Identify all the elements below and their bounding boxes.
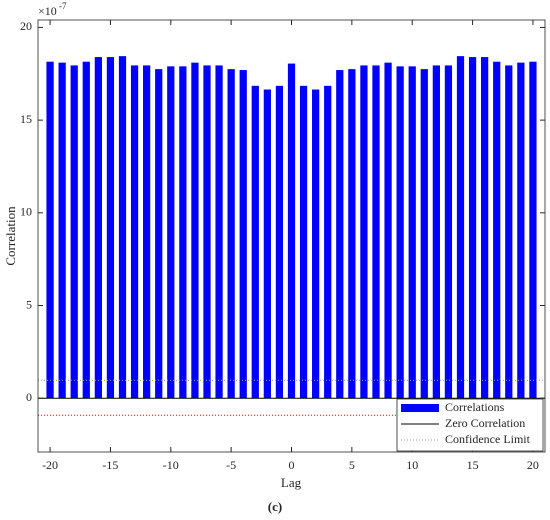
x-tick-label: 5: [349, 458, 355, 472]
bar: [312, 89, 320, 399]
bar: [58, 62, 66, 399]
bar: [468, 57, 477, 399]
bar: [348, 69, 356, 399]
y-multiplier: ×10: [38, 4, 57, 18]
y-axis-label: Correlation: [3, 206, 18, 266]
bar: [444, 65, 453, 399]
y-tick-label: 10: [20, 205, 32, 219]
bar: [456, 56, 465, 399]
x-tick-label: -5: [226, 458, 236, 472]
bar: [130, 65, 139, 399]
bar: [275, 85, 284, 399]
bar: [106, 57, 115, 399]
bar: [505, 65, 513, 399]
bar: [408, 66, 416, 399]
bar: [239, 70, 247, 399]
x-tick-label: 10: [406, 458, 418, 472]
bar: [517, 62, 525, 399]
x-tick-label: 0: [289, 458, 295, 472]
bar: [46, 61, 54, 399]
bar: [360, 65, 368, 399]
bar: [155, 69, 163, 399]
bar: [215, 65, 223, 399]
bar: [420, 69, 428, 399]
y-tick-label: 5: [26, 297, 32, 311]
bar: [203, 65, 211, 399]
bar: [372, 65, 380, 399]
bar: [396, 66, 404, 399]
bar: [118, 56, 127, 399]
bar: [263, 89, 271, 399]
bar: [493, 61, 501, 399]
bar: [179, 66, 187, 399]
bar: [529, 61, 537, 399]
bar: [384, 62, 392, 399]
x-tick-label: -15: [102, 458, 118, 472]
y-tick-label: 0: [26, 390, 32, 404]
legend-label: Confidence Limit: [445, 432, 531, 446]
bar: [94, 57, 102, 399]
bar: [287, 63, 296, 399]
caption: (c): [268, 499, 282, 514]
y-tick-label: 20: [20, 19, 32, 33]
y-multiplier-exponent: -7: [59, 1, 67, 11]
bar: [432, 65, 440, 399]
bar: [143, 65, 151, 399]
x-tick-label: 20: [527, 458, 539, 472]
bar: [336, 70, 344, 399]
bar: [251, 85, 259, 399]
bar: [299, 85, 308, 399]
x-tick-label: -10: [163, 458, 179, 472]
bar: [481, 57, 489, 399]
bar: [167, 66, 175, 399]
legend-label: Correlations: [445, 400, 505, 414]
x-tick-label: -20: [42, 458, 58, 472]
bar: [70, 65, 78, 399]
bar: [227, 69, 235, 399]
x-tick-label: 15: [467, 458, 479, 472]
y-tick-label: 15: [20, 112, 32, 126]
legend-label: Zero Correlation: [445, 416, 525, 430]
legend-swatch: [401, 404, 439, 412]
x-axis-label: Lag: [281, 475, 302, 490]
bar: [191, 62, 199, 399]
bar: [82, 61, 90, 399]
bar: [324, 85, 332, 399]
